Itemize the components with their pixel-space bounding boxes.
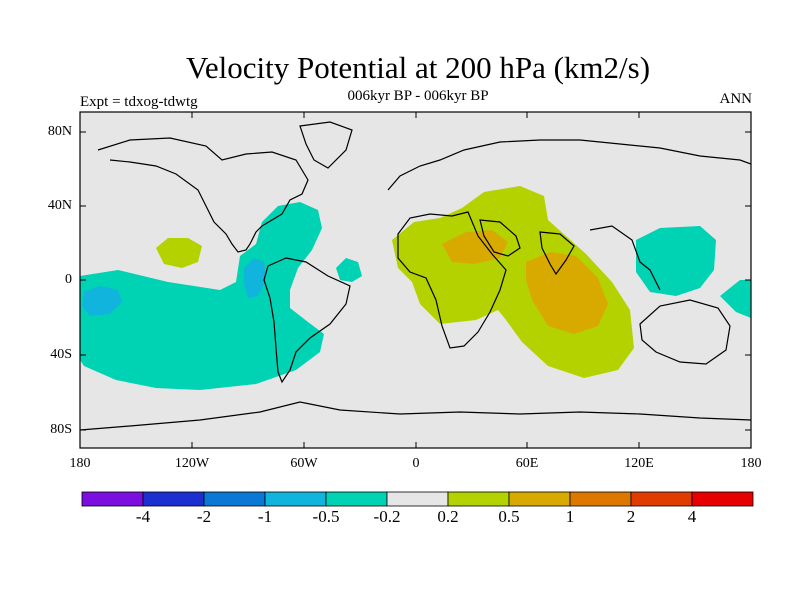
y-tick-label-80n: 80N xyxy=(47,124,72,139)
greenland-coast xyxy=(299,121,353,169)
colorbar-label: -2 xyxy=(196,507,212,526)
colorbar-label: 1 xyxy=(565,507,575,526)
southeast-asia-coast xyxy=(589,225,661,291)
colorbar xyxy=(81,491,754,507)
colorbar-label: -4 xyxy=(135,507,151,526)
x-tick-label-60w: 60W xyxy=(290,456,318,471)
east-edge-cyan xyxy=(720,280,751,318)
colorbar-swatch xyxy=(508,491,571,507)
colorbar-swatch xyxy=(142,491,205,507)
australia-coast xyxy=(639,299,731,365)
x-tick-label-180w: 180 xyxy=(69,456,91,471)
arabia-orange xyxy=(442,230,508,264)
south-america-coast xyxy=(263,257,351,384)
india-coast xyxy=(539,231,575,276)
x-tick-label-60e: 60E xyxy=(515,456,539,471)
x-tick-label-180e: 180 xyxy=(740,456,762,471)
east-pacific-green xyxy=(156,238,202,268)
colorbar-label: 4 xyxy=(687,507,697,526)
x-tick-label-120e: 120E xyxy=(624,456,654,471)
colorbar-label: 2 xyxy=(626,507,636,526)
central-pacific-blue xyxy=(82,286,122,316)
y-tick-label-40n: 40N xyxy=(47,198,72,213)
map-title: Velocity Potential at 200 hPa (km2/s) xyxy=(185,50,651,85)
colorbar-swatch xyxy=(386,491,449,507)
pacific-cyan-region xyxy=(80,202,324,390)
colorbar-swatch xyxy=(569,491,632,507)
colorbar-swatch xyxy=(81,491,144,507)
coastlines xyxy=(80,121,751,431)
indian-ocean-orange xyxy=(526,252,608,334)
x-tick-label-0: 0 xyxy=(412,456,420,471)
map-subtitle: 006kyr BP - 006kyr BP xyxy=(347,88,489,104)
colorbar-label: -1 xyxy=(257,507,273,526)
colorbar-swatch xyxy=(264,491,327,507)
colorbar-label: 0.2 xyxy=(437,507,459,526)
colorbar-label: -0.2 xyxy=(373,507,401,526)
north-america-coast xyxy=(97,137,309,253)
experiment-label: Expt = tdxog-tdwtg xyxy=(80,94,198,110)
season-label: ANN xyxy=(719,91,753,107)
colorbar-label: -0.5 xyxy=(312,507,340,526)
africa-coast xyxy=(397,211,507,349)
colorbar-swatch xyxy=(630,491,693,507)
x-tick-label-120w: 120W xyxy=(174,456,210,471)
europe-coast xyxy=(387,139,751,191)
atlantic-cyan-spot xyxy=(336,258,362,282)
map-ticks xyxy=(80,112,751,448)
colorbar-label: 0.5 xyxy=(498,507,520,526)
colorbar-swatch xyxy=(447,491,510,507)
colorbar-swatch xyxy=(203,491,266,507)
antarctica-coast xyxy=(80,401,751,431)
colorbar-swatch xyxy=(325,491,388,507)
colorbar-swatch xyxy=(691,491,754,507)
western-pacific-cyan xyxy=(636,226,716,296)
y-tick-label-80s: 80S xyxy=(50,422,72,437)
y-tick-label-40s: 40S xyxy=(50,347,72,362)
arabia-coast xyxy=(479,219,521,257)
panama-blue xyxy=(244,258,266,298)
y-tick-label-0: 0 xyxy=(65,272,72,287)
